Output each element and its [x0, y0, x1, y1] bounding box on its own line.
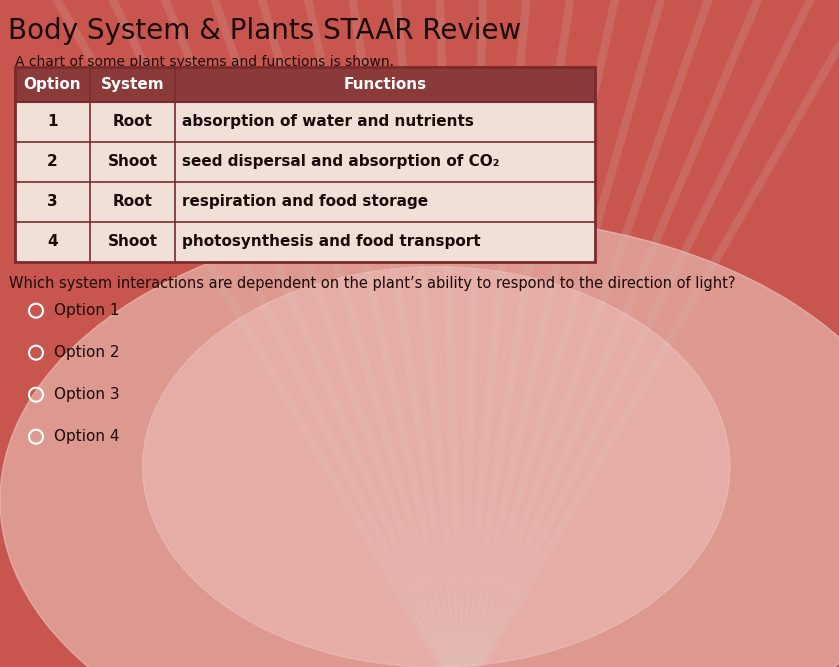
Text: Option 3: Option 3 — [54, 387, 120, 402]
Text: Shoot: Shoot — [107, 154, 158, 169]
Text: Option 2: Option 2 — [54, 346, 119, 360]
Text: Root: Root — [112, 194, 153, 209]
Text: 2: 2 — [47, 154, 58, 169]
Text: Shoot: Shoot — [107, 234, 158, 249]
Ellipse shape — [143, 267, 730, 667]
Text: A chart of some plant systems and functions is shown.: A chart of some plant systems and functi… — [15, 55, 394, 69]
Text: Body System & Plants STAAR Review: Body System & Plants STAAR Review — [8, 17, 521, 45]
Bar — [15, 181, 595, 221]
Text: 1: 1 — [47, 114, 58, 129]
Bar — [15, 101, 595, 141]
Text: seed dispersal and absorption of CO₂: seed dispersal and absorption of CO₂ — [182, 154, 499, 169]
Text: System: System — [101, 77, 164, 91]
Bar — [15, 67, 595, 261]
Text: Option: Option — [23, 77, 81, 91]
Text: Root: Root — [112, 114, 153, 129]
Text: Which system interactions are dependent on the plant’s ability to respond to the: Which system interactions are dependent … — [9, 275, 736, 291]
Bar — [15, 67, 595, 101]
Text: 3: 3 — [47, 194, 58, 209]
Text: photosynthesis and food transport: photosynthesis and food transport — [182, 234, 481, 249]
Text: respiration and food storage: respiration and food storage — [182, 194, 428, 209]
Text: 4: 4 — [47, 234, 58, 249]
Bar — [15, 141, 595, 181]
Text: Option 4: Option 4 — [54, 429, 119, 444]
Bar — [15, 221, 595, 261]
Text: Option 1: Option 1 — [54, 303, 119, 318]
Text: Functions: Functions — [343, 77, 426, 91]
Text: absorption of water and nutrients: absorption of water and nutrients — [182, 114, 474, 129]
Ellipse shape — [0, 217, 839, 667]
